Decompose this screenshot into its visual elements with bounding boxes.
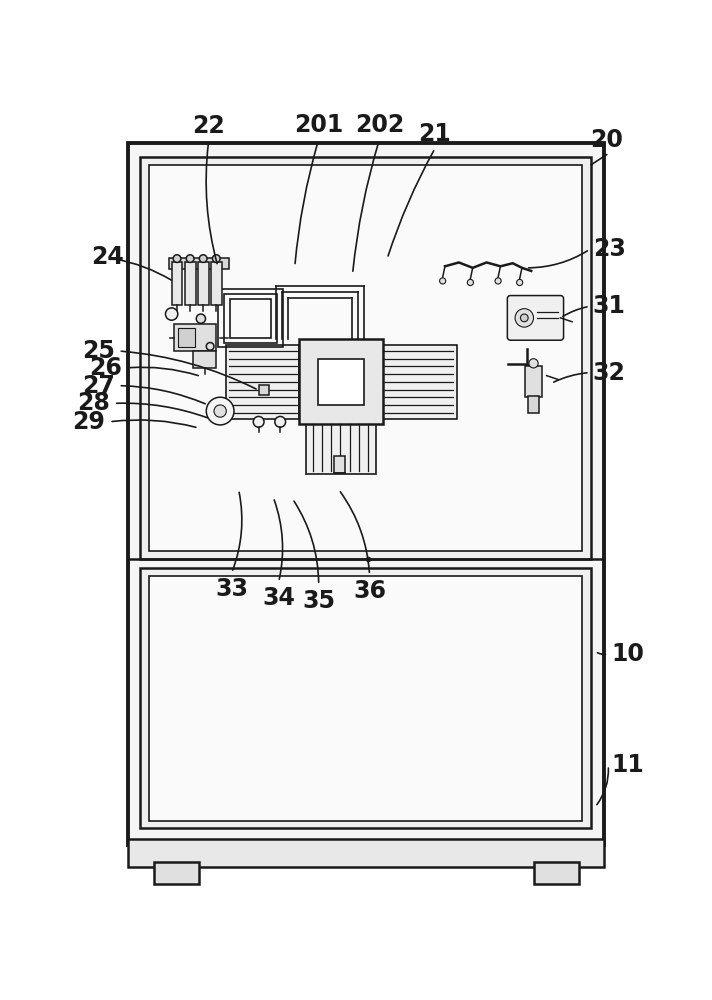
Text: 22: 22 — [192, 114, 225, 138]
Text: 202: 202 — [355, 113, 404, 137]
Text: 36: 36 — [353, 579, 386, 603]
Text: 25: 25 — [82, 339, 115, 363]
Text: 26: 26 — [90, 356, 122, 380]
Text: 20: 20 — [590, 128, 623, 152]
Text: 11: 11 — [612, 753, 644, 777]
Text: 23: 23 — [593, 237, 626, 261]
Bar — [193, 351, 216, 368]
Bar — [218, 289, 283, 347]
Circle shape — [187, 255, 194, 262]
Bar — [226, 345, 298, 419]
Text: 27: 27 — [82, 374, 115, 398]
Text: 21: 21 — [419, 122, 451, 146]
Circle shape — [214, 405, 226, 417]
Text: 35: 35 — [302, 589, 335, 613]
Bar — [184, 262, 196, 305]
Circle shape — [275, 416, 286, 427]
Text: 24: 24 — [91, 245, 124, 269]
FancyBboxPatch shape — [508, 296, 564, 340]
Circle shape — [173, 255, 181, 262]
Text: 10: 10 — [612, 642, 644, 666]
Text: 28: 28 — [77, 391, 110, 415]
Bar — [528, 396, 539, 413]
Bar — [298, 339, 383, 424]
Bar — [172, 262, 182, 305]
Bar — [534, 862, 579, 884]
Circle shape — [467, 279, 473, 286]
Bar — [383, 345, 456, 419]
Text: 33: 33 — [215, 577, 248, 601]
Circle shape — [439, 278, 446, 284]
Circle shape — [165, 308, 178, 320]
Circle shape — [529, 359, 538, 368]
Bar — [127, 143, 604, 845]
Bar — [306, 424, 376, 474]
Bar — [169, 258, 229, 269]
Bar — [224, 294, 277, 343]
Text: 32: 32 — [593, 361, 626, 385]
Circle shape — [197, 314, 206, 323]
Bar — [127, 839, 604, 867]
Bar — [258, 385, 268, 395]
Bar — [140, 568, 591, 828]
Bar — [178, 328, 194, 347]
Circle shape — [520, 314, 528, 322]
Circle shape — [495, 278, 501, 284]
Bar — [150, 165, 582, 551]
Text: 29: 29 — [73, 410, 105, 434]
Bar — [150, 576, 582, 821]
Bar — [174, 324, 216, 351]
Circle shape — [212, 255, 220, 262]
Circle shape — [199, 255, 207, 262]
Circle shape — [206, 397, 234, 425]
Text: 34: 34 — [262, 586, 295, 610]
Text: 201: 201 — [294, 113, 343, 137]
Bar — [525, 366, 542, 397]
Circle shape — [206, 343, 214, 350]
Circle shape — [253, 416, 264, 427]
Bar — [334, 456, 345, 473]
Bar — [154, 862, 199, 884]
Text: 31: 31 — [593, 294, 626, 318]
Bar — [211, 262, 221, 305]
Bar — [140, 157, 591, 559]
Bar — [198, 262, 209, 305]
Bar — [318, 359, 364, 405]
Circle shape — [517, 279, 523, 286]
Bar — [230, 299, 271, 338]
Circle shape — [515, 309, 533, 327]
